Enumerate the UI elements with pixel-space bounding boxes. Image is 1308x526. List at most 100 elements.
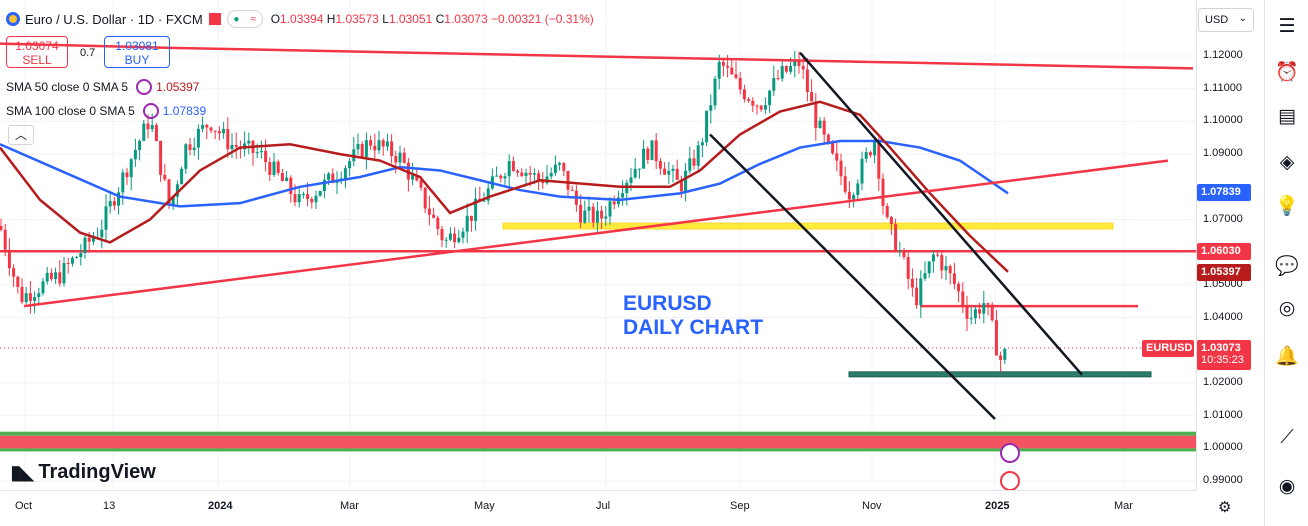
candle-body: [969, 318, 973, 320]
candle-body: [696, 145, 700, 166]
candle-body: [272, 161, 276, 175]
candle-body: [486, 188, 490, 201]
buy-label: BUY: [124, 53, 150, 67]
streams-icon[interactable]: ◎: [1278, 297, 1296, 319]
candle-body: [600, 210, 604, 219]
market-status-pill[interactable]: ● ≈: [226, 10, 263, 28]
chat-icon[interactable]: 💬: [1275, 256, 1299, 277]
candle-body: [289, 177, 293, 195]
candle-body: [201, 124, 205, 129]
candle-body: [751, 100, 755, 106]
candle-body: [66, 262, 70, 264]
candle-body: [75, 257, 79, 259]
candle-body: [805, 69, 809, 92]
candle-body: [856, 183, 860, 196]
gear-icon[interactable]: ⚙: [1218, 499, 1232, 516]
candle-body: [28, 293, 32, 301]
price-axis[interactable]: 1.12000 1.11000 1.10000 1.09000 1.07000 1.050…: [1196, 0, 1264, 490]
notifications-icon[interactable]: 🔔: [1275, 346, 1299, 367]
candle-body: [864, 152, 868, 159]
candle-body: [789, 66, 793, 72]
drawing-icon[interactable]: ⟋: [1280, 427, 1294, 448]
ideas-icon[interactable]: 💡: [1275, 196, 1299, 217]
candle-body: [587, 206, 591, 211]
candle-body: [117, 192, 121, 206]
candle-body: [159, 140, 163, 175]
buy-price: 1.03081: [115, 39, 159, 53]
chart-annotation[interactable]: EURUSD DAILY CHART: [623, 292, 763, 340]
candle-body: [343, 168, 347, 179]
candle-body: [780, 66, 784, 79]
candle-body: [566, 170, 570, 190]
candle-body: [881, 178, 885, 206]
candle-body: [721, 61, 725, 66]
candle-body: [919, 278, 923, 306]
candle-body: [297, 194, 301, 203]
data-window-icon[interactable]: ▤: [1278, 105, 1296, 127]
candle-body: [847, 191, 851, 200]
layers-icon[interactable]: ◈: [1279, 151, 1295, 173]
candle-body: [793, 60, 797, 67]
candle-body: [801, 66, 805, 70]
buy-button[interactable]: 1.03081 BUY: [104, 36, 170, 68]
candle-body: [818, 120, 822, 128]
sma50-source-icon[interactable]: [136, 79, 153, 95]
candle-body: [797, 60, 801, 67]
candle-body: [322, 179, 326, 192]
candle-body: [654, 140, 658, 162]
time-axis[interactable]: Oct 13 2024 Mar May Jul Sep Nov 2025 Mar: [0, 490, 1196, 526]
upper-trendline-left: [0, 42, 171, 50]
candle-body: [675, 168, 679, 180]
candle-body: [978, 309, 982, 314]
spread-value: 0.7: [80, 47, 96, 59]
sma100-source-icon[interactable]: [142, 103, 159, 119]
candle-body: [524, 172, 528, 176]
flag-icon[interactable]: [208, 13, 221, 25]
tradingview-logo[interactable]: ▮◣ TradingView: [10, 460, 156, 485]
candle-body: [175, 184, 179, 197]
candle-body: [142, 123, 146, 141]
candle-body: [982, 303, 986, 314]
alerts-icon[interactable]: ⏰: [1275, 62, 1299, 83]
candle-body: [839, 160, 843, 177]
candle-body: [394, 156, 398, 163]
candle-body: [402, 152, 406, 163]
right-toolbar: ☰⏰▤◈💡▦💬◎🔔⟋◉: [1264, 0, 1308, 526]
candle-body: [133, 150, 137, 160]
help-icon[interactable]: ◉: [1278, 475, 1296, 497]
sma50-legend[interactable]: SMA 50 close 0 SMA 5 1.05397: [6, 79, 199, 95]
candle-body: [957, 283, 961, 292]
currency-select[interactable]: USD ⌄: [1198, 8, 1254, 32]
candle-body: [33, 297, 37, 301]
candle-body: [226, 128, 230, 150]
price-chart[interactable]: [0, 0, 1196, 490]
time-tick-label: 2024: [208, 500, 233, 512]
candle-body: [663, 168, 667, 175]
candle-body: [108, 201, 112, 207]
candle-body: [213, 130, 217, 132]
candle-body: [684, 170, 688, 192]
candle-body: [54, 272, 58, 280]
candle-body: [629, 177, 633, 183]
candle-body: [776, 78, 780, 80]
candle-body: [121, 172, 125, 193]
sma50-value: 1.05397: [156, 80, 200, 94]
sell-button[interactable]: 1.03074 SELL: [6, 36, 68, 68]
candle-body: [0, 226, 3, 230]
candle-body: [747, 99, 751, 101]
collapse-legend-button[interactable]: ︿: [8, 125, 34, 145]
candle-body: [348, 161, 352, 169]
candle-body: [163, 174, 167, 180]
symbol-legend: Euro / U.S. Dollar · 1D · FXCM ● ≈ O1.033…: [6, 10, 594, 28]
chevron-down-icon: ⌄: [1238, 13, 1247, 24]
price-tick-label: 1.07000: [1203, 212, 1243, 225]
candle-body: [646, 148, 650, 160]
sma100-legend[interactable]: SMA 100 close 0 SMA 5 1.07839: [6, 103, 206, 119]
candle-body: [16, 276, 20, 287]
candle-body: [898, 250, 902, 252]
watchlist-icon[interactable]: ☰: [1278, 15, 1296, 37]
candle-body: [709, 105, 713, 111]
candle-body: [301, 194, 305, 196]
chart-area[interactable]: Euro / U.S. Dollar · 1D · FXCM ● ≈ O1.033…: [0, 0, 1196, 490]
symbol-title[interactable]: Euro / U.S. Dollar · 1D · FXCM: [25, 11, 203, 27]
